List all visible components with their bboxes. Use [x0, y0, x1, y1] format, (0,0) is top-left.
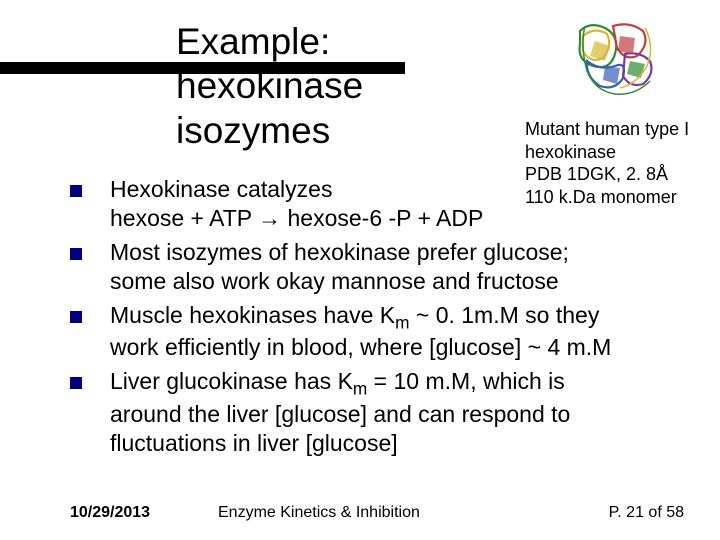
bullet-text: Muscle hexokinases have Km ~ 0. 1m.M so … [110, 301, 611, 363]
bullet-marker-icon [70, 377, 82, 389]
bullet-item: Liver glucokinase has Km = 10 m.M, which… [70, 367, 690, 459]
footer-page-number: P. 21 of 58 [609, 504, 684, 522]
bullet-item: Hexokinase catalyzeshexose + ATP → hexos… [70, 175, 690, 234]
title-line: hexokinase [176, 65, 363, 106]
title-line: Example: [176, 21, 330, 62]
bullet-item: Most isozymes of hexokinase prefer gluco… [70, 238, 690, 297]
bullet-list: Hexokinase catalyzeshexose + ATP → hexos… [70, 175, 690, 462]
bullet-text: Most isozymes of hexokinase prefer gluco… [110, 238, 569, 297]
slide-title: Example: hexokinase isozymes [176, 20, 363, 153]
bullet-marker-icon [70, 185, 82, 197]
bullet-item: Muscle hexokinases have Km ~ 0. 1m.M so … [70, 301, 690, 363]
title-line: isozymes [176, 110, 330, 151]
bullet-marker-icon [70, 311, 82, 323]
protein-structure-image [530, 8, 710, 118]
footer-date: 10/29/2013 [70, 504, 150, 522]
bullet-marker-icon [70, 248, 82, 260]
caption-line: hexokinase [525, 142, 616, 162]
caption-line: Mutant human type I [525, 119, 689, 139]
bullet-text: Hexokinase catalyzeshexose + ATP → hexos… [110, 175, 483, 234]
footer-title: Enzyme Kinetics & Inhibition [218, 504, 420, 522]
bullet-text: Liver glucokinase has Km = 10 m.M, which… [110, 367, 570, 459]
